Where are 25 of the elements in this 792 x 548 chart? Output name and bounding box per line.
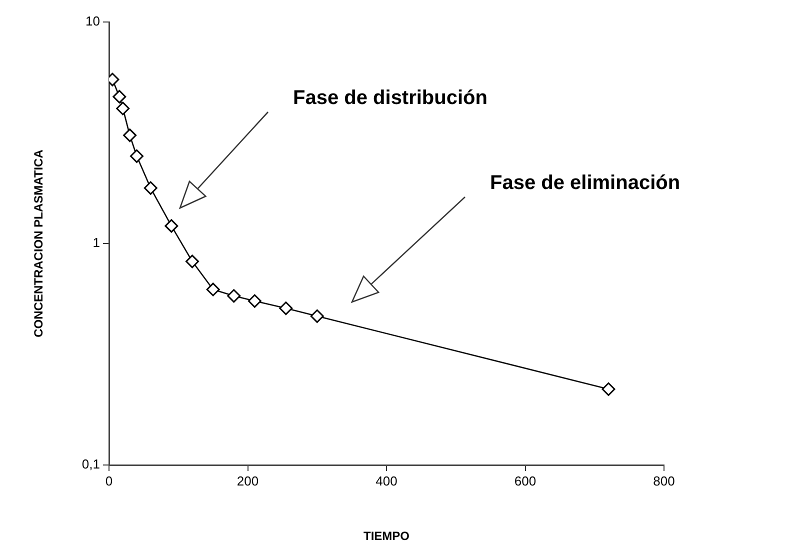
point	[279, 302, 293, 316]
y-tick-label: 10	[86, 14, 100, 29]
annotation: Fase de eliminación	[490, 172, 680, 195]
y-tick-label: 1	[92, 235, 100, 250]
x-tick-label: 200	[236, 473, 259, 488]
point	[144, 181, 158, 195]
point	[248, 294, 262, 308]
x-tick-label: 0	[105, 473, 113, 488]
point	[206, 282, 220, 296]
y-axis-title: CONCENTRACION PLASMATICA	[32, 149, 46, 338]
point	[164, 219, 178, 233]
annotation: Fase de distribución	[293, 87, 488, 110]
point	[123, 128, 137, 142]
point	[602, 382, 616, 396]
point	[130, 149, 144, 163]
point	[310, 309, 324, 323]
x-tick-label: 600	[514, 473, 536, 488]
x-tick-label: 800	[653, 473, 675, 488]
point	[227, 289, 241, 303]
point	[186, 254, 199, 268]
x-axis-title: TIEMPO	[363, 529, 410, 544]
point	[116, 102, 130, 116]
x-tick-label: 400	[376, 473, 398, 488]
y-tick-label: 0,1	[82, 456, 100, 472]
point	[112, 90, 126, 104]
